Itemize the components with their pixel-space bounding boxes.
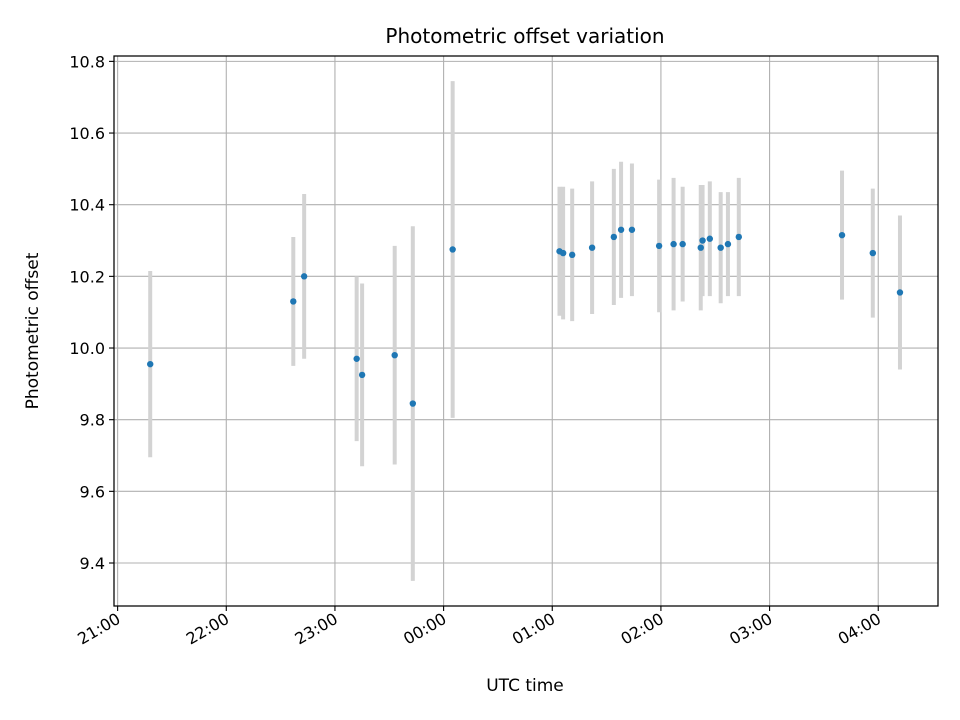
x-axis-label: UTC time [486, 676, 564, 696]
data-point [838, 231, 846, 239]
data-point [679, 240, 686, 248]
data-points [147, 226, 904, 407]
y-axis-label: Photometric offset [23, 252, 43, 409]
grid [114, 56, 938, 606]
y-tick-label: 10.2 [69, 267, 105, 286]
data-point [617, 226, 625, 233]
data-point [896, 289, 904, 296]
y-axis: 9.4 9.6 9.8 10.0 10.2 10.4 10.6 10.8 [69, 52, 114, 573]
data-point [391, 351, 398, 359]
data-point [655, 242, 663, 250]
data-point [670, 240, 677, 248]
data-point [290, 298, 297, 305]
chart-title: Photometric offset variation [385, 24, 664, 48]
data-point [588, 244, 596, 251]
y-tick-label: 10.6 [69, 124, 105, 143]
data-point [697, 244, 704, 251]
y-tick-label: 10.4 [69, 196, 105, 215]
y-tick-label: 9.6 [80, 482, 105, 501]
data-point [717, 244, 724, 251]
data-point [147, 360, 154, 368]
data-point [358, 371, 366, 379]
data-point [300, 273, 308, 280]
data-point [869, 249, 877, 257]
data-point [724, 240, 732, 248]
data-point [449, 246, 456, 253]
y-tick-label: 10.0 [69, 339, 105, 358]
data-point [568, 251, 576, 259]
plot-frame [113, 55, 939, 607]
data-point [610, 233, 618, 241]
data-point [628, 226, 636, 233]
data-point [409, 400, 417, 407]
y-tick-label: 9.4 [80, 554, 105, 573]
data-point [699, 237, 706, 244]
data-point [735, 233, 742, 241]
data-point [353, 355, 360, 362]
data-point [559, 249, 567, 257]
y-tick-label: 10.8 [69, 52, 105, 71]
y-tick-label: 9.8 [80, 411, 105, 430]
data-point [706, 235, 714, 242]
